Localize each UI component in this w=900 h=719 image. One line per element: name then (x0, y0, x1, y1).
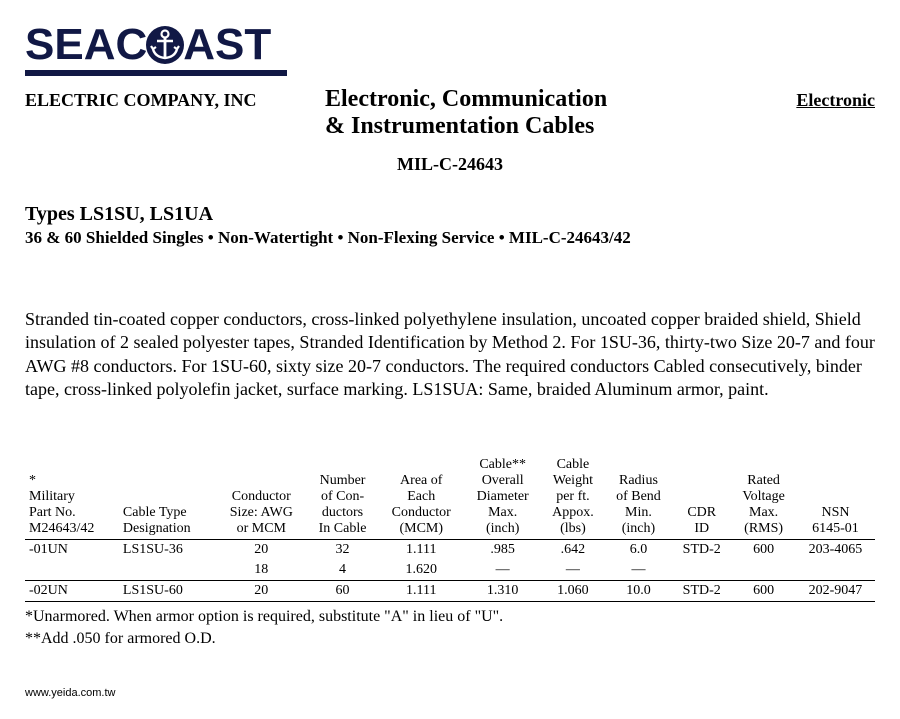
table-cell: — (541, 560, 605, 581)
company-name: ELECTRIC COMPANY, INC (25, 86, 325, 111)
logo-prefix: SEAC (25, 20, 147, 70)
table-cell: STD-2 (672, 540, 731, 561)
table-cell (672, 560, 731, 581)
column-header: NSN6145-01 (796, 457, 875, 540)
title-line-1: Electronic, Communication (325, 86, 796, 113)
table-cell: STD-2 (672, 581, 731, 602)
notes: *Unarmored. When armor option is require… (25, 606, 875, 651)
types-heading: Types LS1SU, LS1UA (25, 203, 875, 226)
column-header: CDRID (672, 457, 731, 540)
column-header: RatedVoltageMax.(RMS) (731, 457, 796, 540)
table-cell: 1.060 (541, 581, 605, 602)
table-cell (25, 560, 119, 581)
table-cell: 1.111 (378, 540, 464, 561)
table-cell: LS1SU-60 (119, 581, 216, 602)
table-cell: -02UN (25, 581, 119, 602)
table-cell (796, 560, 875, 581)
table-cell: — (464, 560, 541, 581)
table-cell: 18 (216, 560, 307, 581)
column-header: Radiusof BendMin.(inch) (605, 457, 673, 540)
note-1: *Unarmored. When armor option is require… (25, 606, 875, 628)
column-header: Area ofEachConductor(MCM) (378, 457, 464, 540)
table-row: -02UNLS1SU-6020601.1111.3101.06010.0STD-… (25, 581, 875, 602)
section-link[interactable]: Electronic (796, 86, 875, 111)
note-2: **Add .050 for armored O.D. (25, 628, 875, 650)
anchor-icon (145, 25, 185, 65)
logo-text: SEAC AST (25, 20, 875, 70)
table-cell: 1.111 (378, 581, 464, 602)
column-header: *MilitaryPart No.M24643/42 (25, 457, 119, 540)
body-paragraph: Stranded tin-coated copper conductors, c… (25, 308, 875, 402)
page-title: Electronic, Communication & Instrumentat… (325, 86, 796, 140)
table-cell: 600 (731, 540, 796, 561)
header-row: ELECTRIC COMPANY, INC Electronic, Commun… (25, 86, 875, 140)
table-row: 1841.620——— (25, 560, 875, 581)
column-header: ConductorSize: AWGor MCM (216, 457, 307, 540)
column-header: Numberof Con-ductorsIn Cable (307, 457, 378, 540)
table-header-row: *MilitaryPart No.M24643/42 Cable TypeDes… (25, 457, 875, 540)
column-header: Cable TypeDesignation (119, 457, 216, 540)
logo-suffix: AST (183, 20, 271, 70)
table-cell: 1.310 (464, 581, 541, 602)
column-header: CableWeightper ft.Appox.(lbs) (541, 457, 605, 540)
logo: SEAC AST (25, 20, 875, 76)
table-cell: 32 (307, 540, 378, 561)
table-cell: 20 (216, 581, 307, 602)
table-cell: -01UN (25, 540, 119, 561)
table-cell (119, 560, 216, 581)
footer-url: www.yeida.com.tw (25, 687, 875, 699)
column-header: Cable**OverallDiameterMax.(inch) (464, 457, 541, 540)
table-cell: 4 (307, 560, 378, 581)
title-line-2: & Instrumentation Cables (325, 113, 796, 140)
table-cell: 10.0 (605, 581, 673, 602)
table-cell: 203-4065 (796, 540, 875, 561)
subtitle: 36 & 60 Shielded Singles • Non-Watertigh… (25, 228, 875, 248)
table-cell: 6.0 (605, 540, 673, 561)
table-row: -01UNLS1SU-3620321.111.985.6426.0STD-260… (25, 540, 875, 561)
logo-rule (25, 70, 287, 76)
table-cell: LS1SU-36 (119, 540, 216, 561)
table-cell: — (605, 560, 673, 581)
table-cell: .985 (464, 540, 541, 561)
table-cell (731, 560, 796, 581)
table-cell: 1.620 (378, 560, 464, 581)
table-cell: 20 (216, 540, 307, 561)
table-cell: 600 (731, 581, 796, 602)
spec-table: *MilitaryPart No.M24643/42 Cable TypeDes… (25, 457, 875, 602)
table-cell: .642 (541, 540, 605, 561)
table-cell: 202-9047 (796, 581, 875, 602)
table-cell: 60 (307, 581, 378, 602)
spec-number: MIL-C-24643 (25, 154, 875, 175)
